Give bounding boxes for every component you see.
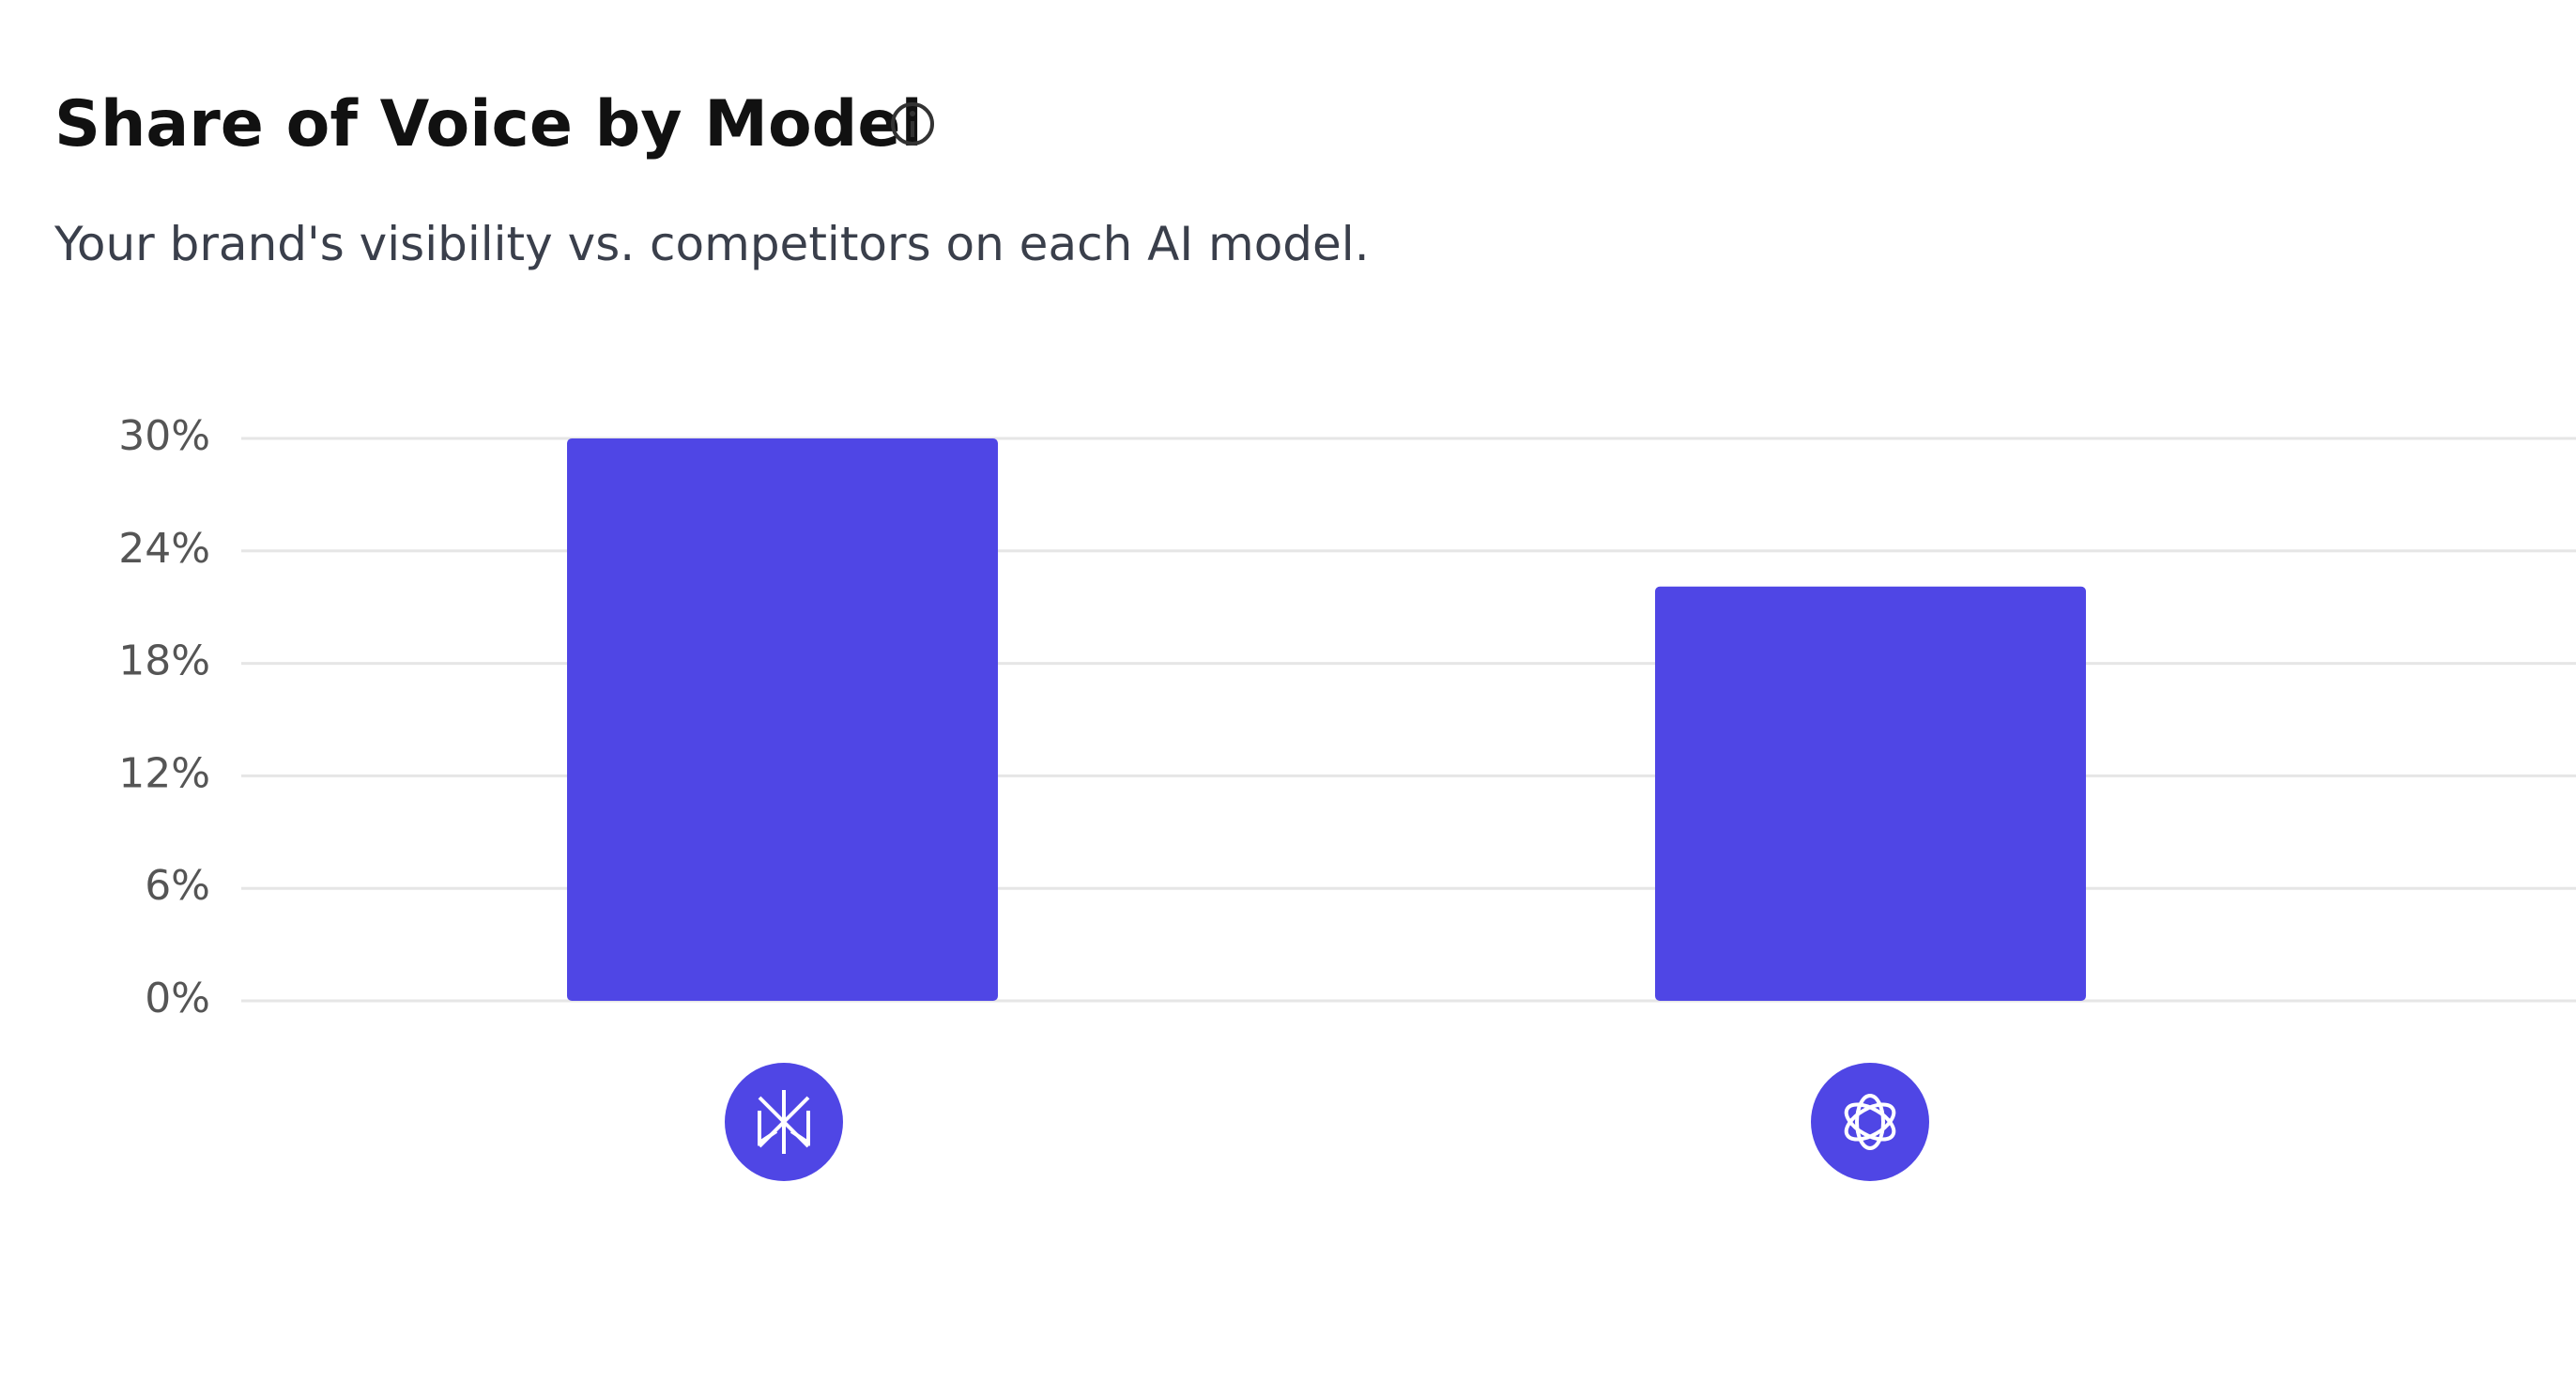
bar bbox=[567, 438, 998, 1001]
info-icon[interactable] bbox=[891, 102, 934, 146]
bars bbox=[567, 438, 2086, 1001]
perplexity-icon bbox=[725, 1063, 843, 1181]
chart-subtitle: Your brand's visibility vs. competitors … bbox=[54, 217, 1370, 271]
y-tick-label: 18% bbox=[118, 637, 210, 685]
y-tick-label: 6% bbox=[145, 862, 210, 910]
y-tick-label: 30% bbox=[118, 412, 210, 460]
y-tick-label: 0% bbox=[145, 975, 210, 1022]
grid: 0% 6% 12% 18% 24% 30% bbox=[118, 412, 2576, 1022]
y-tick-label: 12% bbox=[118, 749, 210, 797]
bar bbox=[1655, 586, 2086, 1001]
openai-icon bbox=[1811, 1063, 1929, 1181]
chart-title: Share of Voice by Model bbox=[54, 87, 923, 161]
y-tick-label: 24% bbox=[118, 525, 210, 573]
